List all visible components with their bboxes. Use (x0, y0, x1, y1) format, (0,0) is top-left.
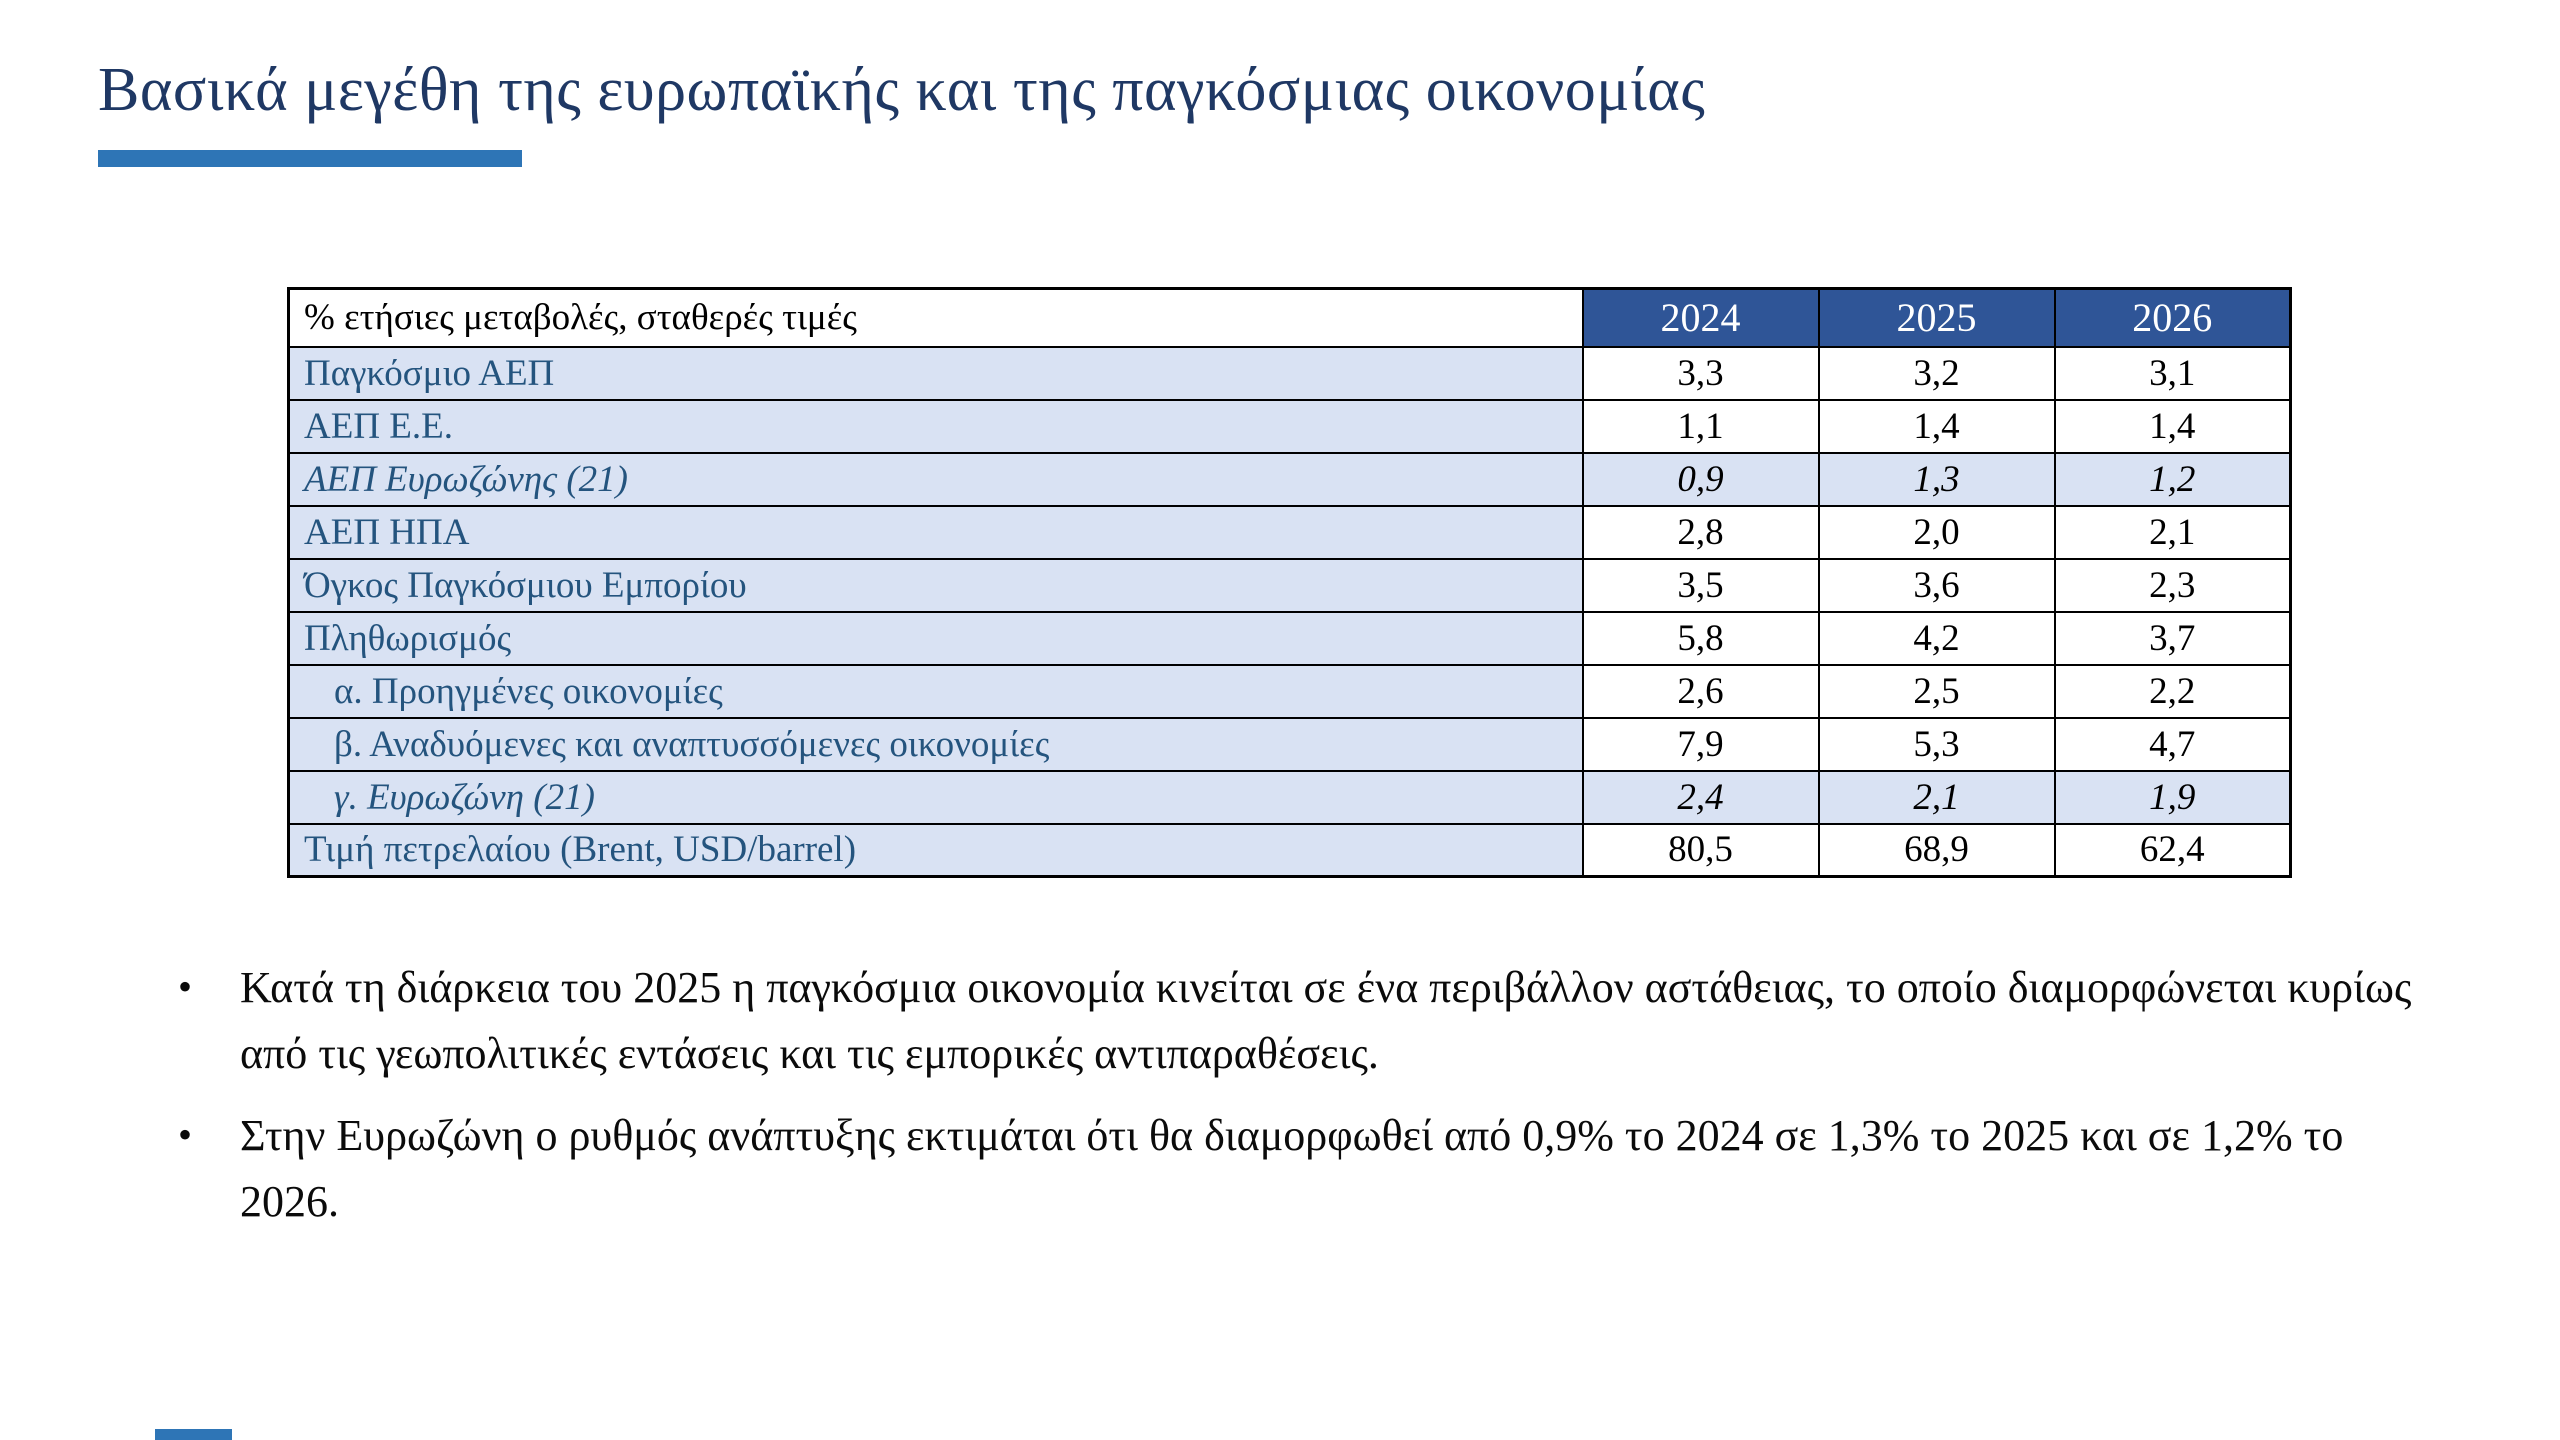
table-subrow: β. Αναδυόμενες και αναπτυσσόμενες οικονο… (287, 716, 2292, 772)
row-label: Πληθωρισμός (287, 610, 1584, 666)
bullet-text: Κατά τη διάρκεια του 2025 η παγκόσμια οι… (240, 963, 2412, 1078)
row-value: 2,3 (2053, 557, 2292, 613)
bullet-marker: • (178, 1112, 193, 1157)
row-label: Παγκόσμιο ΑΕΠ (287, 345, 1584, 401)
table-header-row: % ετήσιες μεταβολές, σταθερές τιμές 2024… (287, 287, 2292, 348)
title-underline-bar (98, 150, 522, 167)
bullet-text: Στην Ευρωζώνη ο ρυθμός ανάπτυξης εκτιμάτ… (240, 1111, 2344, 1226)
row-value: 7,9 (1581, 716, 1820, 772)
row-label: β. Αναδυόμενες και αναπτυσσόμενες οικονο… (287, 716, 1584, 772)
row-value: 3,6 (1817, 557, 2056, 613)
row-label: Τιμή πετρελαίου (Brent, USD/barrel) (287, 822, 1584, 878)
row-value: 3,1 (2053, 345, 2292, 401)
table-row-eurozone: ΑΕΠ Ευρωζώνης (21) 0,9 1,3 1,2 (287, 451, 2292, 507)
bullet-list: • Κατά τη διάρκεια του 2025 η παγκόσμια … (178, 955, 2448, 1251)
row-value: 80,5 (1581, 822, 1820, 878)
table-row: Τιμή πετρελαίου (Brent, USD/barrel) 80,5… (287, 822, 2292, 878)
row-value: 2,2 (2053, 663, 2292, 719)
row-value: 4,2 (1817, 610, 2056, 666)
row-value: 2,1 (1817, 769, 2056, 825)
table-header-year-2025: 2025 (1817, 287, 2056, 348)
table-header-label: % ετήσιες μεταβολές, σταθερές τιμές (287, 287, 1584, 348)
row-value: 5,8 (1581, 610, 1820, 666)
row-value: 2,6 (1581, 663, 1820, 719)
row-value: 2,8 (1581, 504, 1820, 560)
row-label: ΑΕΠ Ε.Ε. (287, 398, 1584, 454)
row-value: 1,4 (2053, 398, 2292, 454)
table-row: Όγκος Παγκόσμιου Εμπορίου 3,5 3,6 2,3 (287, 557, 2292, 613)
row-value: 2,5 (1817, 663, 2056, 719)
row-value: 4,7 (2053, 716, 2292, 772)
table-row: ΑΕΠ ΗΠΑ 2,8 2,0 2,1 (287, 504, 2292, 560)
row-label: Όγκος Παγκόσμιου Εμπορίου (287, 557, 1584, 613)
row-label: ΑΕΠ ΗΠΑ (287, 504, 1584, 560)
row-value: 68,9 (1817, 822, 2056, 878)
table-subrow-eurozone: γ. Ευρωζώνη (21) 2,4 2,1 1,9 (287, 769, 2292, 825)
row-value: 3,2 (1817, 345, 2056, 401)
row-label: α. Προηγμένες οικονομίες (287, 663, 1584, 719)
bullet-item: • Κατά τη διάρκεια του 2025 η παγκόσμια … (178, 955, 2448, 1087)
footer-accent-bar (155, 1429, 232, 1440)
row-value: 0,9 (1581, 451, 1820, 507)
row-value: 2,0 (1817, 504, 2056, 560)
row-label: ΑΕΠ Ευρωζώνης (21) (287, 451, 1584, 507)
row-value: 1,4 (1817, 398, 2056, 454)
row-value: 1,1 (1581, 398, 1820, 454)
row-value: 3,7 (2053, 610, 2292, 666)
table-header-year-2024: 2024 (1581, 287, 1820, 348)
row-value: 5,3 (1817, 716, 2056, 772)
row-value: 1,3 (1817, 451, 2056, 507)
table-header-year-2026: 2026 (2053, 287, 2292, 348)
row-value: 2,1 (2053, 504, 2292, 560)
row-value: 3,5 (1581, 557, 1820, 613)
row-label: γ. Ευρωζώνη (21) (287, 769, 1584, 825)
bullet-marker: • (178, 964, 193, 1009)
page-title: Βασικά μεγέθη της ευρωπαϊκής και της παγ… (98, 56, 1706, 124)
row-value: 1,2 (2053, 451, 2292, 507)
row-value: 1,9 (2053, 769, 2292, 825)
row-value: 2,4 (1581, 769, 1820, 825)
economic-indicators-table: % ετήσιες μεταβολές, σταθερές τιμές 2024… (287, 287, 2292, 878)
row-value: 62,4 (2053, 822, 2292, 878)
row-value: 3,3 (1581, 345, 1820, 401)
table-row: ΑΕΠ Ε.Ε. 1,1 1,4 1,4 (287, 398, 2292, 454)
bullet-item: • Στην Ευρωζώνη ο ρυθμός ανάπτυξης εκτιμ… (178, 1103, 2448, 1235)
table-subrow: α. Προηγμένες οικονομίες 2,6 2,5 2,2 (287, 663, 2292, 719)
table-row: Πληθωρισμός 5,8 4,2 3,7 (287, 610, 2292, 666)
table-row: Παγκόσμιο ΑΕΠ 3,3 3,2 3,1 (287, 345, 2292, 401)
